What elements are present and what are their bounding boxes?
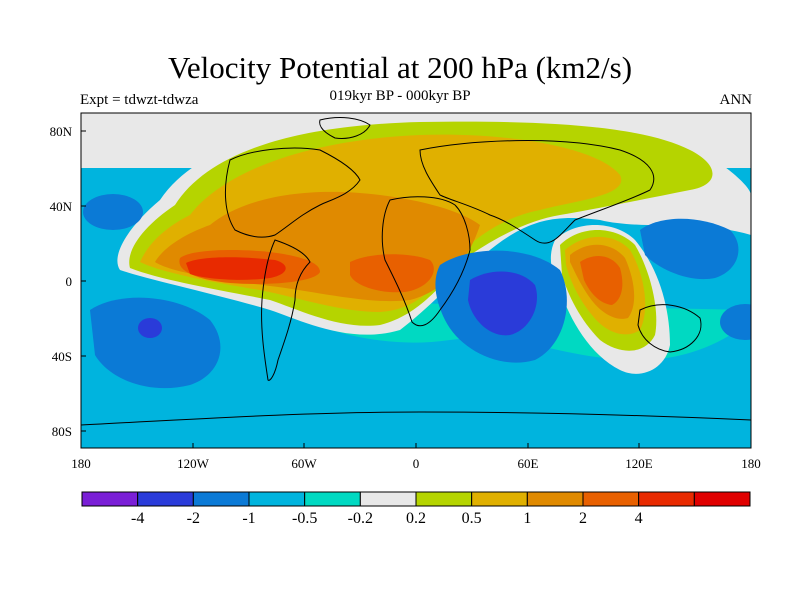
africa-coast xyxy=(381,196,471,327)
colorbar-label: 2 xyxy=(579,510,587,527)
field-antarctic xyxy=(81,400,751,448)
field-blue-west-pacific xyxy=(640,218,739,280)
lat-tick-40n: 40N xyxy=(50,199,73,214)
lon-tick-120w: 120W xyxy=(177,456,210,471)
period-label: 019kyr BP - 000kyr BP xyxy=(329,88,471,104)
lat-tick-80n: 80N xyxy=(50,124,73,139)
colorbar-label: 0.2 xyxy=(406,510,426,527)
figure-title: Velocity Potential at 200 hPa (km2/s) xyxy=(167,50,633,85)
south-america-coast xyxy=(261,239,311,381)
colorbar-swatch xyxy=(248,491,306,507)
colorbar-label: -0.5 xyxy=(292,510,317,527)
colorbar-label: -1 xyxy=(242,510,255,527)
lat-tick-0: 0 xyxy=(66,274,73,289)
field-blue-east-edge xyxy=(720,304,751,340)
field-blue-south-pacific xyxy=(90,297,221,389)
colorbar-label: -4 xyxy=(131,510,144,527)
colorbar-swatch xyxy=(304,491,361,507)
colorbar-swatch xyxy=(137,491,194,507)
colorbar-swatch xyxy=(192,491,250,507)
lat-axis: 80N 40N 0 40S 80S xyxy=(50,124,86,439)
north-america-coast xyxy=(225,147,361,238)
colorbar xyxy=(81,491,751,507)
experiment-label: Expt = tdwzt-tdwza xyxy=(80,92,199,108)
field-darkblue-indian xyxy=(468,271,538,336)
colorbar-swatch xyxy=(526,491,584,507)
colorbar-swatch xyxy=(693,491,751,507)
antarctica-coast xyxy=(81,411,751,426)
lat-tick-80s: 80S xyxy=(52,424,72,439)
colorbar-label: -0.2 xyxy=(348,510,373,527)
field-orange-red-indo xyxy=(580,256,623,305)
lon-tick-120e: 120E xyxy=(625,456,653,471)
australia-coast xyxy=(637,304,702,353)
colorbar-swatch xyxy=(471,491,528,507)
lon-tick-60e: 60E xyxy=(518,456,539,471)
colorbar-label: 1 xyxy=(523,510,531,527)
colorbar-swatch xyxy=(415,491,473,507)
lon-tick-180w: 180 xyxy=(71,456,91,471)
lat-tick-40s: 40S xyxy=(52,349,72,364)
colorbar-labels: -4 -2 -1 -0.5 -0.2 0.2 0.5 1 2 4 xyxy=(131,510,643,527)
lon-tick-60w: 60W xyxy=(291,456,317,471)
field-red-pacific xyxy=(186,257,286,280)
lon-tick-0: 0 xyxy=(413,456,420,471)
field-blue-north-pacific xyxy=(83,194,143,230)
lon-tick-180e: 180 xyxy=(741,456,761,471)
colorbar-swatch xyxy=(359,491,417,507)
colorbar-swatch xyxy=(81,491,139,507)
greenland-coast xyxy=(319,117,371,139)
season-label: ANN xyxy=(719,92,753,108)
lon-axis: 180 120W 60W 0 60E 120E 180 xyxy=(71,443,761,471)
colorbar-label: 4 xyxy=(635,510,643,527)
colorbar-swatch xyxy=(638,491,695,507)
field-darkblue-south-pacific xyxy=(138,318,162,338)
eurasia-coast xyxy=(419,140,655,244)
contour-field xyxy=(81,113,751,448)
colorbar-swatch xyxy=(582,491,640,507)
colorbar-label: -2 xyxy=(187,510,200,527)
colorbar-label: 0.5 xyxy=(462,510,482,527)
coastlines xyxy=(81,117,751,426)
